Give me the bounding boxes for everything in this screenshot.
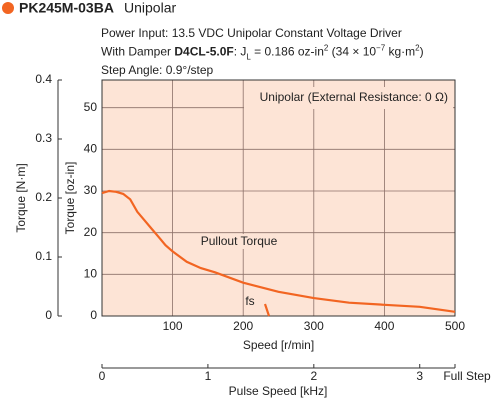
x-axis-title: Speed [r/min] — [243, 338, 314, 352]
x-tick-label: 300 — [304, 319, 324, 333]
info-line: With Damper D4CL-5.0F: JL = 0.186 oz-in2… — [101, 43, 424, 61]
y2-tick-label: 50 — [84, 100, 98, 114]
x-tick-label: 500 — [445, 319, 465, 333]
y-tick-label: 0.2 — [35, 190, 52, 204]
y-tick-label: 0 — [45, 308, 52, 322]
x-tick-label: 200 — [233, 319, 253, 333]
info-segment: = 0.186 oz-in — [251, 45, 324, 59]
x-tick-label: 400 — [374, 319, 394, 333]
y-tick-label: 0.3 — [35, 131, 52, 145]
y2-axis-title: Torque [oz-in] — [63, 162, 77, 235]
series-line — [101, 189, 456, 313]
x2-tick-label: 3 — [416, 369, 423, 383]
x2-tick-label: 1 — [205, 369, 212, 383]
curve-label: Pullout Torque — [201, 234, 278, 248]
info-line: Step Angle: 0.9°/step — [101, 63, 214, 77]
info-segment: 2 — [415, 43, 420, 52]
info-segment: Step Angle: 0.9°/step — [101, 63, 214, 77]
info-segment: −7 — [376, 43, 386, 52]
plot-area — [102, 80, 455, 316]
info-segment: 2 — [324, 43, 329, 52]
x2-axis-title: Pulse Speed [kHz] — [229, 384, 328, 398]
y2-tick-label: 40 — [84, 142, 98, 156]
x-tick-label: 100 — [163, 319, 183, 333]
y2-tick-label: 10 — [84, 267, 98, 281]
y2-tick-label: 0 — [90, 308, 97, 322]
y-tick-label: 0.4 — [35, 72, 52, 86]
info-segment: : J — [234, 45, 247, 59]
y2-tick-label: 20 — [84, 225, 98, 239]
info-segment: (34 × 10 — [328, 45, 376, 59]
y-tick-label: 0.1 — [35, 249, 52, 263]
curve-label-bg — [194, 234, 284, 249]
box-label: Unipolar (External Resistance: 0 Ω) — [260, 90, 448, 104]
info-segment: Power Input: 13.5 VDC Unipolar Constant … — [101, 26, 402, 40]
legend-box — [244, 87, 453, 109]
fs-marker — [263, 303, 271, 317]
y2-tick-label: 30 — [84, 183, 98, 197]
plot-border — [101, 79, 456, 317]
info-segment: L — [246, 52, 251, 61]
info-segment: D4CL-5.0F — [174, 45, 233, 59]
x2-end-label: Full Step — [443, 369, 491, 383]
info-segment: With Damper — [101, 45, 174, 59]
info-segment: ) — [420, 45, 424, 59]
info-line: Power Input: 13.5 VDC Unipolar Constant … — [101, 26, 402, 40]
x2-tick-label: 0 — [99, 369, 106, 383]
title-dot — [2, 2, 14, 14]
fs-label: fs — [245, 294, 254, 308]
x2-tick-label: 2 — [310, 369, 317, 383]
y-axis-title: Torque [N·m] — [14, 163, 28, 232]
chart-title: PK245M-03BA — [19, 0, 114, 16]
chart-subtitle: Unipolar — [124, 0, 176, 16]
info-segment: kg·m — [385, 45, 415, 59]
